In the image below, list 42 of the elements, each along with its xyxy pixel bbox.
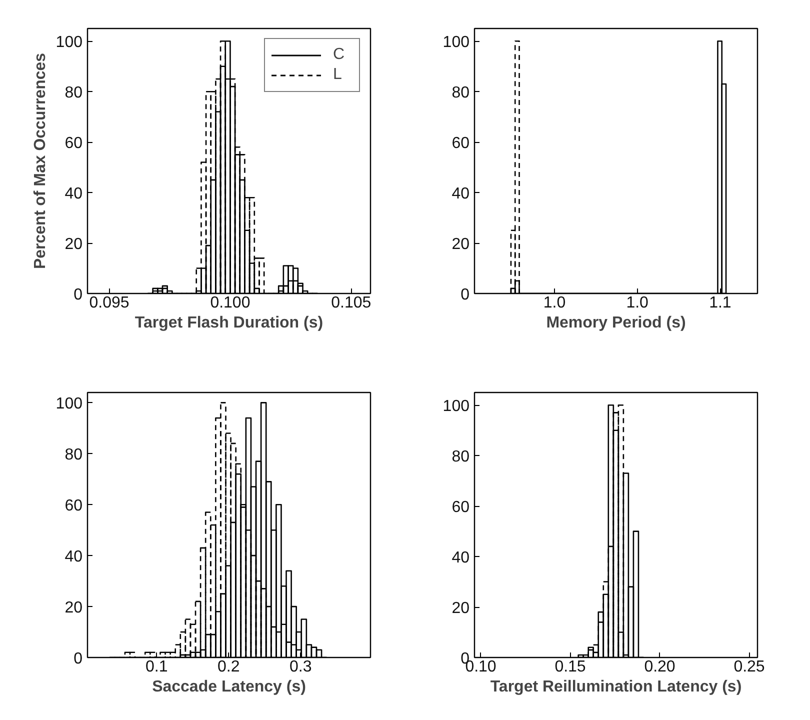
- x-axis-title: Saccade Latency (s): [152, 678, 306, 696]
- y-tick-label: 60: [64, 498, 83, 515]
- y-tick-label: 100: [442, 398, 470, 416]
- x-axis-title: Target Reillumination Latency (s): [490, 678, 742, 696]
- y-tick-label: 60: [452, 499, 470, 516]
- x-tick-label: 0.100: [210, 294, 250, 312]
- x-tick-label: 0.15: [554, 658, 586, 676]
- y-tick-label: 40: [452, 550, 470, 567]
- y-tick-label: 0: [74, 650, 83, 668]
- y-tick-label: 40: [64, 548, 83, 566]
- y-tick-label: 40: [64, 186, 83, 203]
- x-tick-label: 0.20: [644, 658, 676, 676]
- legend-label: C: [333, 46, 346, 64]
- y-tick-label: 20: [452, 236, 470, 254]
- y-tick-label: 60: [64, 135, 83, 152]
- x-tick-label: 1.0: [626, 294, 649, 312]
- x-axis-title: Target Flash Duration (s): [134, 314, 324, 332]
- x-tick-label: 0.25: [734, 658, 765, 676]
- x-tick-label: 0.1: [146, 658, 168, 676]
- y-tick-label: 100: [442, 34, 470, 52]
- y-tick-label: 20: [64, 600, 83, 617]
- y-tick-label: 100: [56, 396, 83, 413]
- y-tick-label: 80: [452, 448, 470, 466]
- y-tick-label: 20: [64, 236, 83, 254]
- y-tick-label: 80: [64, 446, 83, 464]
- x-tick-label: 0.2: [218, 658, 240, 676]
- y-tick-label: 0: [74, 286, 83, 304]
- x-tick-label: 0.105: [331, 294, 372, 312]
- legend-label: L: [333, 66, 343, 84]
- y-tick-label: 40: [452, 186, 470, 203]
- y-axis-title: Percent of Max Occurrences: [32, 52, 49, 270]
- y-tick-label: 60: [452, 135, 470, 152]
- y-tick-label: 20: [452, 600, 470, 618]
- x-axis-title: Memory Period (s): [546, 314, 686, 332]
- y-tick-label: 0: [460, 286, 470, 304]
- y-tick-label: 80: [64, 84, 83, 102]
- x-tick-label: 0.3: [290, 658, 312, 676]
- y-tick-label: 100: [56, 34, 83, 52]
- x-tick-label: 1.0: [543, 294, 566, 312]
- y-tick-label: 80: [452, 84, 470, 102]
- x-tick-label: 0.095: [89, 294, 130, 312]
- x-tick-label: 1.1: [709, 294, 732, 312]
